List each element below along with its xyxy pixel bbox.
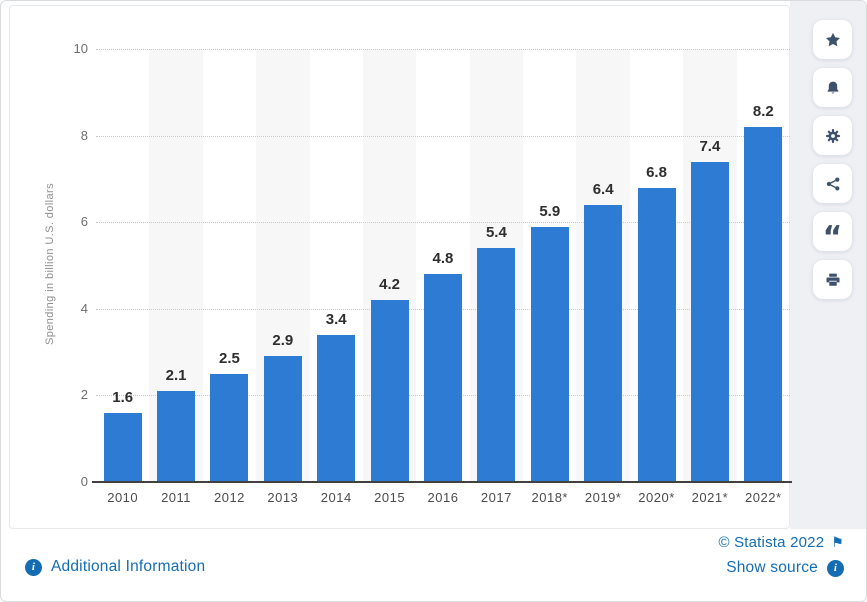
x-axis-label: 2016 (427, 490, 459, 505)
x-axis-label: 2015 (374, 490, 406, 505)
x-axis-label: 2011 (161, 490, 192, 505)
bell-icon (825, 80, 841, 96)
show-source-label: Show source (726, 559, 818, 576)
y-axis-tick-label: 4 (80, 300, 88, 316)
plot-area: 1.6 2010 2.1 2011 2.5 2012 2.9 2013 3.4 2014 4.2 20… (96, 6, 790, 530)
gridline-y-10 (96, 49, 790, 50)
x-axis-label: 2021* (691, 490, 729, 505)
x-axis-label: 2012 (213, 490, 245, 505)
x-axis-label: 2020* (638, 490, 675, 505)
bar-2014[interactable] (317, 334, 356, 482)
bar-value-label: 5.9 (539, 202, 561, 220)
x-axis-label: 2010 (107, 490, 139, 505)
print-button[interactable] (813, 260, 852, 299)
quote-icon: “ (822, 220, 843, 255)
y-axis-tick-label: 10 (73, 41, 88, 56)
flag-icon: ⚑ (831, 534, 844, 551)
bar-value-label: 4.8 (432, 250, 454, 268)
bar-value-label: 6.8 (646, 163, 667, 181)
bar-value-label: 1.6 (112, 388, 134, 406)
bar-2013[interactable] (263, 356, 302, 482)
bar-2012[interactable] (210, 373, 249, 482)
y-axis-tick-label: 8 (80, 127, 88, 143)
bar-value-label: 7.4 (699, 137, 721, 155)
x-axis-line (92, 481, 792, 483)
bar-value-label: 5.4 (485, 224, 507, 242)
show-source-link[interactable]: Show source i (726, 559, 844, 577)
bar-2018*[interactable] (530, 226, 569, 482)
x-axis-label: 2018* (531, 490, 568, 505)
bar-2017[interactable] (477, 248, 516, 482)
x-axis-label: 2019* (584, 490, 622, 505)
info-icon: i (25, 558, 42, 576)
x-axis-label: 2017 (480, 490, 512, 505)
bar-2022*[interactable] (744, 126, 783, 482)
statista-copyright-link[interactable]: © Statista 2022 ⚑ (718, 534, 844, 551)
bar-value-label: 6.4 (592, 180, 614, 198)
gridline-y-6 (96, 222, 790, 224)
copyright-label: © Statista 2022 (718, 534, 825, 551)
x-axis-label: 2022* (745, 490, 782, 505)
notifications-button[interactable] (813, 68, 852, 107)
print-icon (825, 272, 841, 288)
bar-2015[interactable] (370, 300, 409, 482)
bar-2010[interactable] (103, 412, 142, 482)
bar-2021*[interactable] (690, 161, 729, 482)
bar-2011[interactable] (157, 391, 196, 482)
share-button[interactable] (813, 164, 852, 203)
additional-information-label: Additional Information (51, 558, 206, 575)
additional-information-link[interactable]: i Additional Information (25, 558, 205, 576)
star-icon (825, 32, 841, 48)
bar-value-label: 3.4 (325, 310, 347, 328)
favorite-button[interactable] (813, 20, 852, 59)
bar-value-label: 2.9 (272, 332, 294, 350)
bar-value-label: 8.2 (752, 102, 774, 120)
bar-2016[interactable] (424, 274, 462, 482)
bar-value-label: 4.2 (379, 276, 401, 294)
bar-2020*[interactable] (637, 187, 676, 482)
y-axis-tick-label: 2 (80, 387, 88, 403)
y-axis-tick-label: 0 (80, 474, 88, 489)
chart-card: Spending in billion U.S. dollars 1.6 2010… (9, 5, 792, 530)
settings-button[interactable] (813, 116, 852, 155)
share-icon (825, 176, 841, 192)
cite-button[interactable]: “ (813, 212, 852, 255)
bar-value-label: 2.5 (219, 349, 240, 367)
gridline-y-8 (96, 135, 790, 137)
bar-value-label: 2.1 (165, 367, 187, 385)
x-axis-label: 2014 (320, 490, 352, 505)
y-axis-tick-label: 6 (80, 214, 88, 230)
bar-2019*[interactable] (584, 204, 623, 482)
y-axis-title: Spending in billion U.S. dollars (44, 183, 56, 345)
gear-icon (825, 128, 841, 144)
x-axis-label: 2013 (267, 490, 299, 505)
info-icon: i (827, 559, 844, 577)
